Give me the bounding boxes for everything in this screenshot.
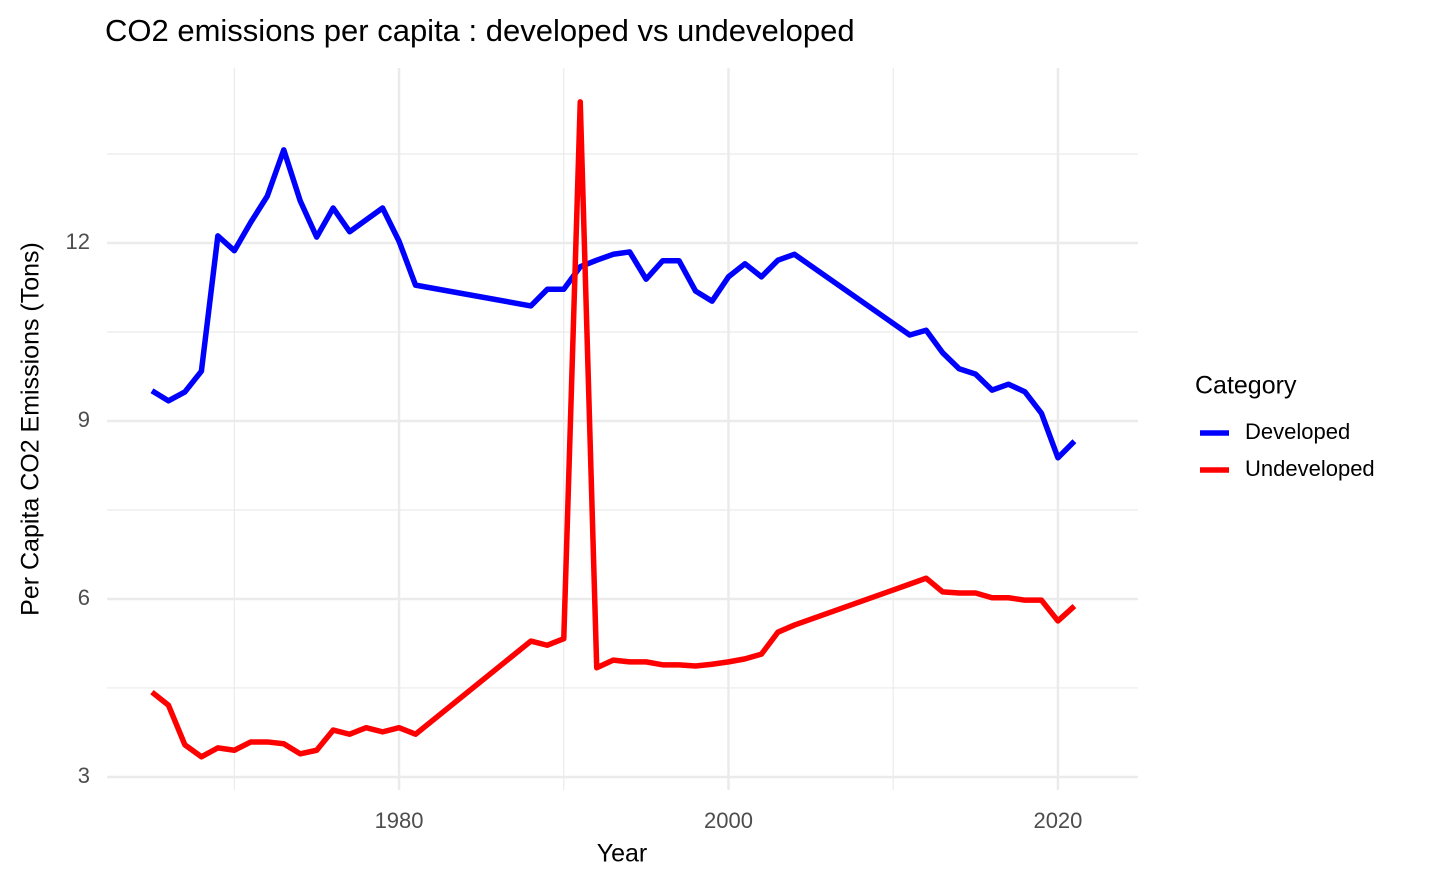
chart-title: CO2 emissions per capita : developed vs … xyxy=(105,13,855,48)
y-tick-label: 3 xyxy=(78,763,90,788)
x-tick-label: 2000 xyxy=(704,808,753,833)
y-tick-label: 6 xyxy=(78,585,90,610)
y-tick-label: 9 xyxy=(78,407,90,432)
y-tick-label: 12 xyxy=(66,229,90,254)
legend-label: Developed xyxy=(1245,419,1350,444)
data-line xyxy=(150,147,1077,461)
x-tick-label: 1980 xyxy=(375,808,424,833)
y-axis-title: Per Capita CO2 Emissions (Tons) xyxy=(17,242,45,616)
data-line xyxy=(150,99,1077,760)
x-tick-label: 2020 xyxy=(1033,808,1082,833)
legend-label: Undeveloped xyxy=(1245,456,1375,481)
legend-title: Category xyxy=(1195,372,1297,400)
x-axis-title: Year xyxy=(597,840,648,868)
